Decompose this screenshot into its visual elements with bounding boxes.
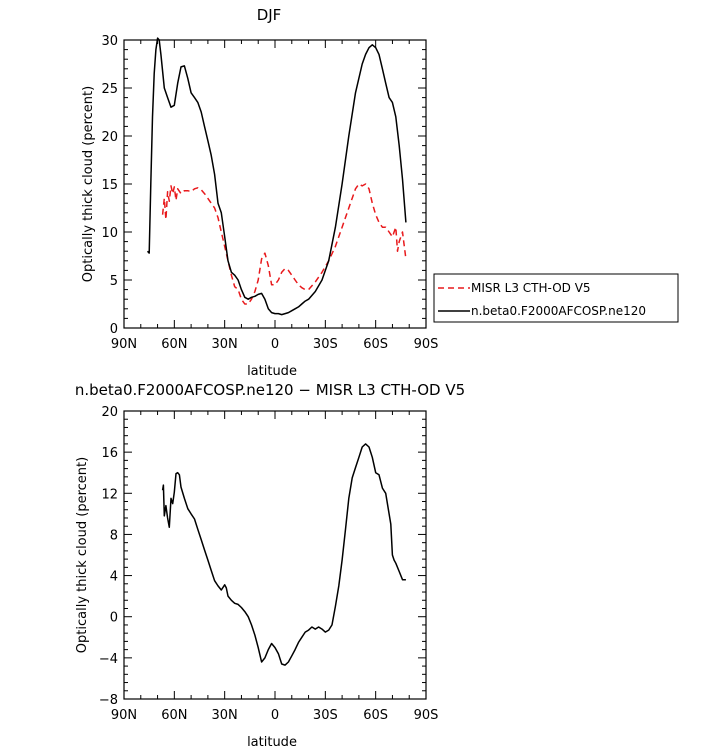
top-y-tick-labels: 0 5 10 15 20 25 30	[101, 34, 118, 337]
bottom-y-tick-labels: −8 −4 0 4 8 12 16 20	[99, 405, 118, 708]
top-y-tick-label: 25	[101, 82, 118, 97]
bottom-series-line-0	[161, 443, 406, 666]
top-x-tick-label: 60S	[363, 337, 388, 352]
bottom-chart-title: n.beta0.F2000AFCOSP.ne120 − MISR L3 CTH-…	[75, 381, 465, 399]
bottom-y-tick-label: 8	[110, 528, 118, 543]
legend-label-misr: MISR L3 CTH-OD V5	[471, 281, 591, 295]
top-series-line-1	[146, 37, 407, 316]
top-x-tick-label: 0	[271, 337, 279, 352]
top-y-tick-label: 10	[101, 226, 118, 241]
bottom-y-tick-label: 16	[101, 446, 118, 461]
bottom-x-tick-label: 30N	[212, 708, 238, 723]
legend-label-model: n.beta0.F2000AFCOSP.ne120	[471, 304, 646, 318]
top-y-tick-label: 30	[101, 34, 118, 49]
bottom-plot-frame	[123, 410, 427, 700]
legend: MISR L3 CTH-OD V5 n.beta0.F2000AFCOSP.ne…	[433, 273, 679, 323]
top-x-tick-label: 30S	[313, 337, 338, 352]
top-series-group	[146, 37, 407, 316]
top-x-tick-label: 90S	[414, 337, 439, 352]
top-series-line-0	[161, 183, 407, 305]
bottom-panel: n.beta0.F2000AFCOSP.ne120 − MISR L3 CTH-…	[75, 381, 465, 750]
legend-box	[433, 273, 679, 323]
bottom-x-tick-label: 30S	[313, 708, 338, 723]
bottom-y-tick-label: 0	[110, 611, 118, 626]
top-x-tick-label: 60N	[161, 337, 187, 352]
bottom-x-tick-label: 60N	[161, 708, 187, 723]
top-y-tick-label: 5	[110, 274, 118, 289]
bottom-x-axis-label: latitude	[247, 735, 297, 750]
top-y-axis-label: Optically thick cloud (percent)	[81, 86, 96, 282]
top-x-tick-label: 90N	[111, 337, 137, 352]
bottom-y-tick-label: −4	[99, 652, 118, 667]
top-plot-frame	[123, 39, 427, 329]
top-x-axis-label: latitude	[247, 364, 297, 379]
bottom-y-tick-label: −8	[99, 693, 118, 708]
top-y-tick-label: 20	[101, 130, 118, 145]
bottom-y-axis-label: Optically thick cloud (percent)	[75, 457, 90, 653]
top-panel: DJF 90N 60N 30N 0 30S 60S 90S 0 5 10 15 20 25 30 lat…	[81, 6, 679, 379]
bottom-x-tick-label: 90S	[414, 708, 439, 723]
bottom-axis-ticks	[123, 410, 427, 700]
top-y-tick-label: 15	[101, 178, 118, 193]
bottom-series-group	[161, 443, 406, 666]
top-axis-ticks	[123, 39, 427, 329]
bottom-x-tick-labels: 90N 60N 30N 0 30S 60S 90S	[111, 708, 439, 723]
bottom-x-tick-label: 0	[271, 708, 279, 723]
bottom-y-tick-label: 12	[101, 487, 118, 502]
bottom-x-tick-label: 60S	[363, 708, 388, 723]
bottom-y-tick-label: 4	[110, 570, 118, 585]
top-y-tick-label: 0	[110, 322, 118, 337]
bottom-y-tick-label: 20	[101, 405, 118, 420]
bottom-x-tick-label: 90N	[111, 708, 137, 723]
top-x-tick-labels: 90N 60N 30N 0 30S 60S 90S	[111, 337, 439, 352]
top-chart-title: DJF	[257, 6, 282, 24]
top-x-tick-label: 30N	[212, 337, 238, 352]
